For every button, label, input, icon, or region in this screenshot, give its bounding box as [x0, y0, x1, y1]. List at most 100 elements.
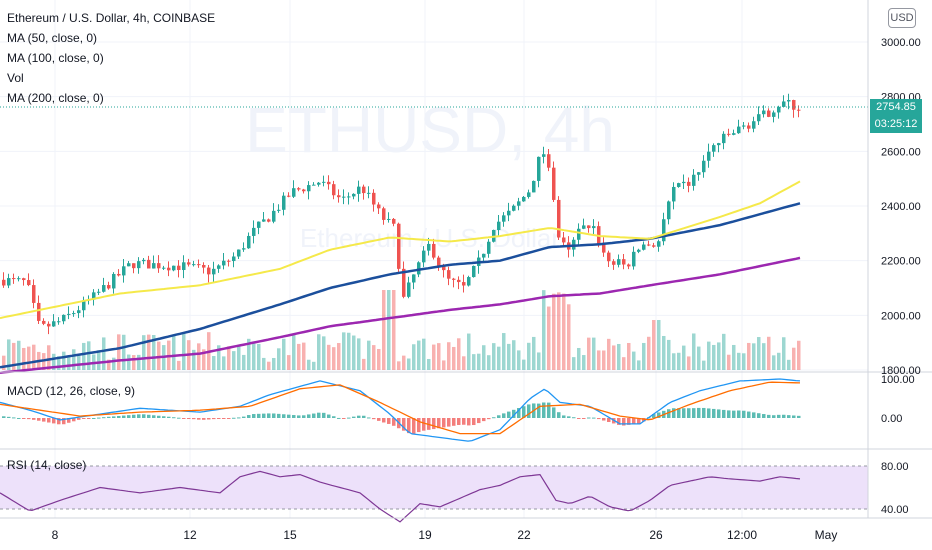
macd-histogram-bar [302, 415, 306, 418]
volume-bar [137, 354, 141, 370]
volume-bar [652, 320, 656, 370]
volume-bar [272, 357, 276, 370]
volume-bar [372, 345, 376, 370]
candle-body [677, 183, 681, 187]
macd-histogram-bar [387, 418, 391, 424]
macd-histogram-bar [272, 413, 276, 418]
macd-histogram-bar [482, 418, 486, 422]
candle-body [207, 267, 211, 275]
macd-histogram-bar [422, 418, 426, 431]
volume-bar [352, 335, 356, 370]
macd-histogram-bar [172, 417, 176, 419]
symbol-title[interactable]: Ethereum / U.S. Dollar, 4h, COINBASE [7, 11, 216, 25]
grid-lines [0, 0, 868, 518]
macd-histogram-bar [447, 418, 451, 427]
candle-body [212, 268, 216, 275]
candle-body [32, 285, 36, 303]
volume-bar [552, 293, 556, 370]
macd-histogram-bar [297, 415, 301, 418]
volume-bar [72, 349, 76, 370]
volume-bar [197, 343, 201, 370]
macd-axis[interactable]: 100.00 0.00 [881, 374, 915, 425]
macd-histogram-bar [112, 416, 116, 418]
volume-bar [787, 359, 791, 370]
volume-bar [7, 339, 11, 370]
candle-body [217, 265, 221, 269]
volume-bar [587, 337, 591, 370]
candle-body [447, 270, 451, 279]
volume-bar [542, 290, 546, 370]
candle-body [202, 265, 206, 268]
volume-bar [142, 335, 146, 370]
macd-histogram-bar [357, 415, 361, 418]
macd-histogram-bar [627, 418, 631, 425]
currency-button[interactable]: USD [888, 8, 916, 28]
volume-bar [532, 336, 536, 370]
candle-body [352, 193, 356, 197]
legend-ma200[interactable]: MA (200, close, 0) [7, 91, 104, 105]
candle-body [197, 264, 201, 266]
macd-histogram-bar [62, 418, 66, 425]
macd-histogram-bar [52, 418, 56, 424]
volume-bar [637, 360, 641, 370]
legend-ma100[interactable]: MA (100, close, 0) [7, 51, 104, 65]
volume-bar [117, 334, 121, 370]
macd-legend[interactable]: MACD (12, 26, close, 9) [7, 384, 136, 398]
candle-body [282, 195, 286, 210]
macd-histogram-bar [742, 410, 746, 418]
candle-body [412, 274, 416, 283]
volume-bar [492, 343, 496, 370]
candle-body [662, 219, 666, 242]
price-axis[interactable]: 3000.002800.002600.002400.002200.002000.… [881, 37, 921, 377]
rsi-axis[interactable]: 80.00 40.00 [881, 461, 909, 516]
volume-bar [32, 344, 36, 370]
macd-histogram-bar [752, 412, 756, 418]
legend-ma50[interactable]: MA (50, close, 0) [7, 31, 98, 45]
candle-body [532, 180, 536, 193]
volume-bar [412, 344, 416, 370]
candle-body [797, 109, 801, 111]
candle-body [307, 185, 311, 192]
macd-histogram-bar [587, 417, 591, 419]
macd-histogram-bar [402, 418, 406, 431]
macd-histogram-bar [122, 415, 126, 418]
candle-body [327, 181, 331, 185]
macd-histogram-bar [657, 412, 661, 418]
macd-histogram-bar [507, 411, 511, 418]
candle-body [747, 125, 751, 129]
volume-bar [762, 343, 766, 370]
volume-bar [607, 338, 611, 370]
macd-histogram-bar [107, 416, 111, 418]
macd-histogram-bar [477, 418, 481, 424]
rsi-legend[interactable]: RSI (14, close) [7, 458, 87, 472]
volume-bar [667, 339, 671, 370]
candle-body [497, 221, 501, 230]
volume-bar [262, 357, 266, 370]
candle-body [167, 267, 171, 271]
chart-legend: Ethereum / U.S. Dollar, 4h, COINBASE MA … [7, 8, 215, 108]
volume-bar [792, 347, 796, 370]
macd-histogram-bar [552, 407, 556, 418]
volume-bar [422, 338, 426, 370]
legend-vol[interactable]: Vol [7, 71, 24, 85]
candle-body [227, 260, 231, 262]
candle-body [407, 282, 411, 297]
candle-body [507, 210, 511, 216]
rsi-tick-label: 80.00 [881, 461, 909, 473]
candle-body [582, 225, 586, 229]
candle-body [397, 223, 401, 269]
volume-bar [2, 355, 6, 370]
volume-bar [632, 351, 636, 370]
volume-bar [517, 350, 521, 370]
volume-bar [227, 346, 231, 370]
macd-histogram-bar [27, 418, 31, 420]
candle-body [302, 189, 306, 192]
candle-body [12, 278, 16, 280]
time-axis[interactable]: 8 12 15 19 22 26 12:00 May [52, 528, 838, 542]
candle-body [472, 265, 476, 278]
volume-bar [202, 349, 206, 370]
candle-body [122, 266, 126, 276]
volume-bar [712, 344, 716, 370]
macd-histogram-bar [417, 418, 421, 433]
